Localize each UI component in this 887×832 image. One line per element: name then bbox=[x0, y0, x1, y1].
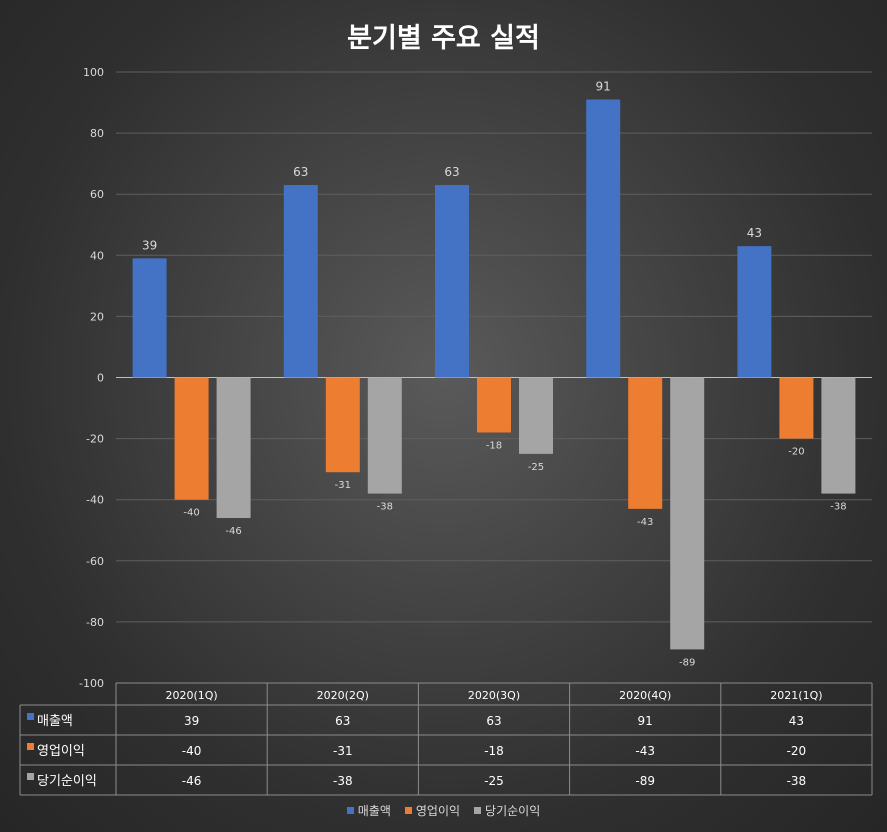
table-cell: 43 bbox=[789, 714, 804, 728]
series-swatch bbox=[27, 743, 34, 750]
bar-0-2 bbox=[435, 185, 469, 378]
series-name: 영업이익 bbox=[37, 744, 85, 759]
data-label: -40 bbox=[183, 508, 199, 519]
legend-item: 영업이익 bbox=[404, 802, 461, 819]
legend-item: 매출액 bbox=[346, 802, 391, 819]
bar-2-0 bbox=[216, 377, 251, 519]
table-cell: -89 bbox=[635, 774, 655, 788]
bar-2-1 bbox=[367, 377, 402, 494]
y-tick-label: 60 bbox=[90, 188, 104, 201]
table-cell: 91 bbox=[638, 714, 653, 728]
data-label: -38 bbox=[830, 502, 846, 513]
legend-swatch bbox=[404, 807, 412, 814]
category-label: 2020(2Q) bbox=[317, 689, 369, 702]
y-tick-label: 20 bbox=[90, 310, 104, 323]
legend-swatch bbox=[474, 807, 482, 814]
data-label: -25 bbox=[528, 462, 544, 473]
table-cell: 39 bbox=[184, 714, 199, 728]
legend-label: 영업이익 bbox=[415, 804, 461, 818]
data-label: 91 bbox=[596, 79, 611, 93]
series-swatch bbox=[27, 713, 34, 720]
data-label: 39 bbox=[142, 238, 157, 252]
table-cell: -38 bbox=[787, 774, 807, 788]
y-tick-label: 40 bbox=[90, 249, 104, 262]
data-label: -18 bbox=[486, 440, 502, 451]
y-tick-label: 0 bbox=[97, 372, 104, 385]
y-tick-label: -100 bbox=[79, 677, 104, 690]
table-cell: -46 bbox=[182, 774, 202, 788]
category-label: 2020(3Q) bbox=[468, 689, 520, 702]
bar-2-4 bbox=[821, 377, 856, 494]
category-label: 2021(1Q) bbox=[770, 689, 822, 702]
data-label: 63 bbox=[444, 165, 459, 179]
bar-2-3 bbox=[670, 377, 705, 650]
table-cell: 63 bbox=[486, 714, 501, 728]
bar-1-3 bbox=[628, 377, 663, 509]
data-label: -46 bbox=[225, 526, 241, 537]
data-label: 43 bbox=[747, 226, 762, 240]
table-cell: -18 bbox=[484, 744, 504, 758]
y-tick-label: 100 bbox=[83, 66, 104, 79]
data-label: 63 bbox=[293, 165, 308, 179]
y-tick-label: -60 bbox=[86, 555, 104, 568]
bar-1-1 bbox=[325, 377, 360, 473]
series-swatch bbox=[27, 773, 34, 780]
legend-label: 당기순이익 bbox=[485, 804, 541, 818]
y-tick-label: -20 bbox=[86, 433, 104, 446]
table-cell: -31 bbox=[333, 744, 353, 758]
data-label: -31 bbox=[335, 480, 351, 491]
bar-0-0 bbox=[132, 258, 167, 378]
table-cell: -43 bbox=[635, 744, 655, 758]
chart-title: 분기별 주요 실적 bbox=[347, 23, 540, 54]
legend-item: 당기순이익 bbox=[474, 802, 540, 819]
bar-0-1 bbox=[283, 185, 318, 378]
category-label: 2020(4Q) bbox=[619, 689, 671, 702]
y-tick-label: -80 bbox=[86, 616, 104, 629]
bar-2-2 bbox=[519, 377, 553, 454]
bar-1-4 bbox=[779, 377, 814, 439]
table-cell: -20 bbox=[787, 744, 807, 758]
data-label: -20 bbox=[788, 447, 804, 458]
category-label: 2020(1Q) bbox=[165, 689, 217, 702]
data-label: -89 bbox=[679, 657, 695, 668]
legend-label: 매출액 bbox=[357, 804, 391, 818]
chart-plot: 100 80 60 40 20 0 -20 -40 -60 -80 -100 39 63 63 91 43 -4… bbox=[19, 66, 873, 796]
data-label: -38 bbox=[377, 502, 393, 513]
series-name: 매출액 bbox=[37, 714, 73, 729]
table-cell: 63 bbox=[335, 714, 350, 728]
series-name: 당기순이익 bbox=[37, 774, 97, 789]
table-cell: -38 bbox=[333, 774, 353, 788]
chart-legend: 매출액 영업이익 당기순이익 bbox=[0, 802, 887, 819]
bar-1-2 bbox=[477, 377, 511, 433]
legend-swatch bbox=[346, 807, 354, 814]
y-tick-label: 80 bbox=[90, 127, 104, 140]
table-cell: -25 bbox=[484, 774, 504, 788]
bar-0-4 bbox=[737, 246, 772, 378]
bar-1-0 bbox=[174, 377, 209, 500]
y-tick-label: -40 bbox=[86, 494, 104, 507]
data-label: -43 bbox=[637, 517, 653, 528]
bar-0-3 bbox=[586, 99, 621, 378]
table-cell: -40 bbox=[182, 744, 202, 758]
